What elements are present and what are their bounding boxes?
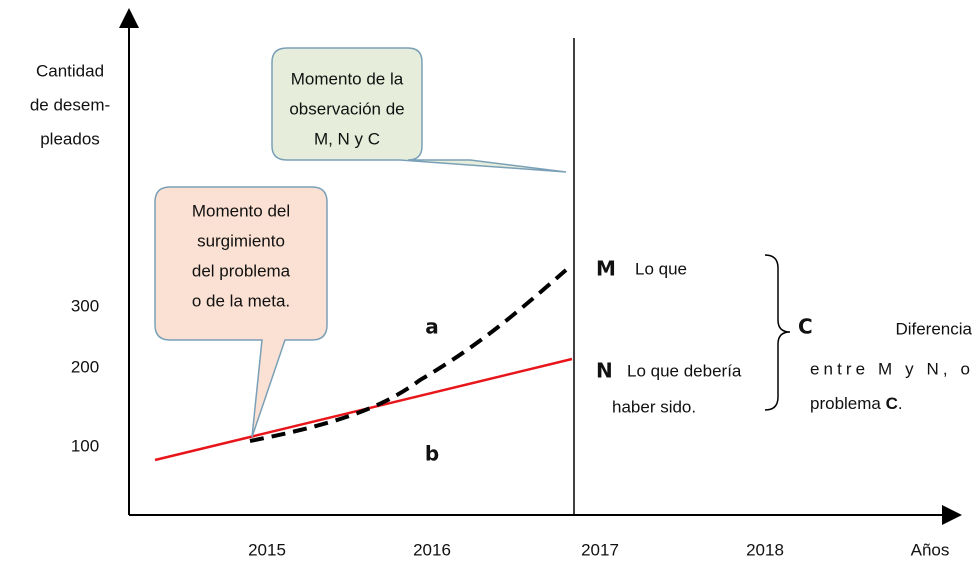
y-label: Cantidad [36, 61, 104, 80]
legend-text: entre M y N, o [810, 359, 970, 378]
curve-a [249, 268, 568, 443]
callout-text: observación de [289, 99, 404, 118]
callout-text: Momento de la [291, 69, 404, 88]
y-label: pleados [40, 129, 100, 148]
legend-letter: C [886, 394, 898, 413]
y-tick-label: 100 [71, 436, 99, 455]
x-tick-label: 2017 [581, 540, 619, 559]
x-tick-label: 2018 [746, 540, 784, 559]
callout-text: M, N y C [314, 129, 380, 148]
callout-text: surgimiento [197, 231, 285, 250]
callout-observation [271, 47, 567, 173]
legend-text: Lo que [635, 259, 687, 278]
x-tick-label: 2015 [248, 540, 286, 559]
legend-text: . [898, 394, 903, 413]
curve-label: a [425, 315, 439, 339]
legend-text: Lo que debería [627, 361, 742, 380]
legend-text: haber sido. [612, 397, 696, 416]
y-tick-label: 300 [71, 296, 99, 315]
legend-text: problema [810, 394, 881, 413]
callout-origin [154, 186, 328, 438]
x-label: Años [911, 540, 950, 559]
brace [764, 254, 791, 411]
callout-text: del problema [192, 261, 291, 280]
callout-text: o de la meta. [192, 291, 290, 310]
callout-text: Momento del [192, 201, 290, 220]
y-label: de desem- [30, 95, 110, 114]
legend-text: problema C. [810, 394, 903, 413]
y-tick-label: 200 [71, 357, 99, 376]
legend-letter: N [596, 359, 613, 383]
legend-text: Diferencia [895, 319, 972, 338]
legend-letter: C [798, 315, 813, 339]
legend-letter: M [596, 257, 616, 281]
x-tick-label: 2016 [413, 540, 451, 559]
curve-label: b [425, 442, 439, 466]
